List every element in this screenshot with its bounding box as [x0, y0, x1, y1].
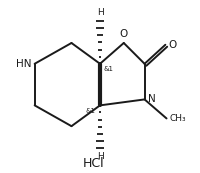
Text: H: H — [97, 8, 103, 17]
Text: CH₃: CH₃ — [170, 114, 186, 123]
Text: &1: &1 — [104, 66, 114, 72]
Text: H: H — [97, 152, 103, 161]
Text: &1: &1 — [85, 108, 95, 114]
Text: N: N — [148, 94, 155, 104]
Text: O: O — [120, 29, 128, 39]
Text: O: O — [168, 40, 177, 50]
Text: HN: HN — [16, 59, 31, 69]
Text: HCl: HCl — [83, 157, 105, 170]
